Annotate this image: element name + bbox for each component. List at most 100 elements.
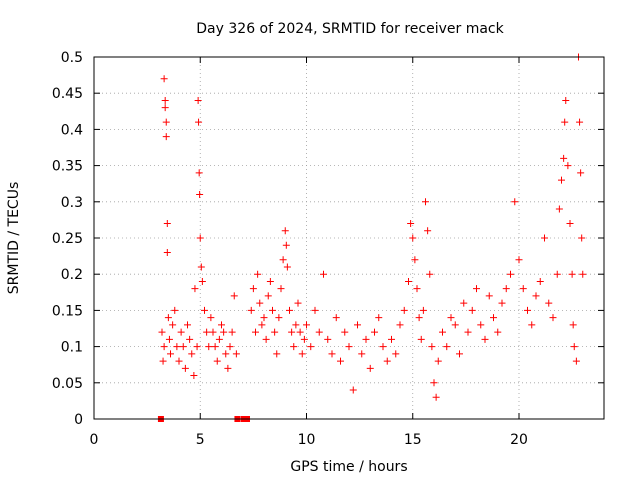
data-point <box>288 328 296 336</box>
data-point <box>290 343 298 351</box>
data-point <box>193 343 201 351</box>
y-tick-label: 0.35 <box>52 159 83 175</box>
data-point <box>300 335 308 343</box>
data-point <box>230 292 238 300</box>
y-tick-label: 0.3 <box>61 195 83 211</box>
data-point <box>519 285 527 293</box>
data-point <box>576 118 584 126</box>
data-point <box>570 343 578 351</box>
data-point <box>577 169 585 177</box>
data-point <box>194 96 202 104</box>
data-point <box>536 277 544 285</box>
data-point <box>196 191 204 199</box>
data-point <box>197 263 205 271</box>
data-point <box>160 343 168 351</box>
data-point <box>207 314 215 322</box>
y-tick-label: 0.45 <box>52 86 83 102</box>
data-point <box>165 335 173 343</box>
data-point <box>201 306 208 314</box>
y-tick-label: 0.2 <box>61 267 83 283</box>
data-point <box>558 176 565 184</box>
data-point <box>564 162 572 170</box>
data-point <box>271 328 279 336</box>
data-point <box>195 118 203 126</box>
data-point <box>383 357 391 365</box>
data-point <box>181 364 189 372</box>
data-point <box>281 227 289 235</box>
data-point <box>175 357 183 365</box>
data-point <box>371 328 378 336</box>
data-point <box>349 386 357 394</box>
data-point <box>159 357 167 365</box>
data-point <box>572 357 580 365</box>
data-point <box>252 328 259 336</box>
data-point <box>226 343 234 351</box>
data-point <box>447 314 455 322</box>
data-point <box>468 306 476 314</box>
data-point <box>232 350 240 358</box>
data-point <box>190 372 198 380</box>
data-point <box>362 335 370 343</box>
data-point <box>507 270 514 278</box>
data-point <box>303 321 310 329</box>
data-point <box>439 328 446 336</box>
y-tick-label: 0.5 <box>61 50 83 66</box>
data-point <box>224 364 232 372</box>
data-point <box>532 292 540 300</box>
data-point <box>413 285 421 293</box>
data-point <box>511 198 519 206</box>
data-point <box>411 256 419 264</box>
data-point <box>485 292 493 300</box>
data-point <box>405 277 412 285</box>
data-point <box>549 314 557 322</box>
data-point <box>566 220 574 228</box>
data-point <box>345 343 353 351</box>
data-point <box>249 285 257 293</box>
data-point <box>337 357 344 365</box>
data-point <box>198 277 206 285</box>
data-point <box>545 299 553 307</box>
x-tick-label: 5 <box>196 432 205 448</box>
data-point <box>283 263 291 271</box>
data-point <box>555 205 563 213</box>
data-point <box>569 321 577 329</box>
data-point <box>191 285 199 293</box>
data-point <box>311 306 319 314</box>
data-point <box>417 335 425 343</box>
data-point <box>430 379 438 387</box>
data-point <box>419 306 427 314</box>
data-point <box>282 241 290 249</box>
data-point <box>209 328 217 336</box>
data-point <box>266 277 274 285</box>
data-point <box>307 343 315 351</box>
data-point <box>315 328 323 336</box>
data-point <box>258 321 266 329</box>
data-point <box>460 299 468 307</box>
x-tick-label: 20 <box>510 432 528 448</box>
data-point <box>320 270 327 278</box>
data-point <box>186 335 194 343</box>
data-point <box>341 328 349 336</box>
data-point <box>515 256 523 264</box>
axis-ticks: 0 0.05 0.1 0.15 0.2 0.25 0.3 0.35 0.4 0.45 0.5 0 5 10… <box>52 50 604 448</box>
data-point <box>366 364 374 372</box>
data-point <box>162 118 170 126</box>
data-point <box>524 306 531 314</box>
data-point <box>553 270 561 278</box>
data-point <box>273 350 281 358</box>
data-point <box>179 343 187 351</box>
data-point <box>228 328 236 336</box>
data-point <box>409 234 417 242</box>
data-point <box>443 343 451 351</box>
data-point <box>158 328 166 336</box>
data-point <box>578 234 586 242</box>
data-point <box>296 328 304 336</box>
data-point <box>264 292 272 300</box>
y-tick-label: 0.25 <box>52 231 83 247</box>
data-point <box>434 357 442 365</box>
data-point <box>195 169 203 177</box>
chart-title: Day 326 of 2024, SRMTID for receiver mac… <box>196 21 504 37</box>
data-point <box>396 321 404 329</box>
